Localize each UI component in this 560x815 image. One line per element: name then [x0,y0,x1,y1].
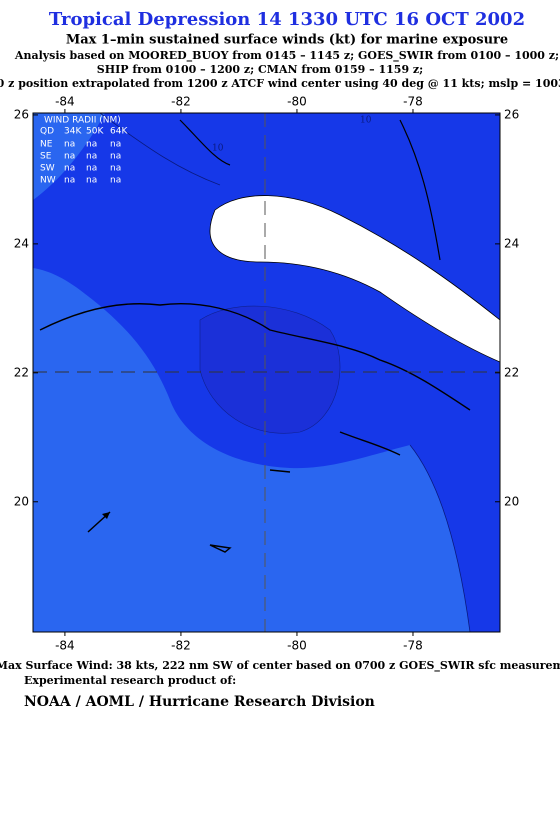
radii-header: QD [40,127,54,137]
max-wind: Max Surface Wind: 38 kts, 222 nm SW of c… [0,659,560,673]
radii-cell: na [110,152,121,162]
motion-arrow-head [102,512,110,519]
subtitle: Max 1–min sustained surface winds (kt) f… [66,33,508,48]
radii-cell: na [86,164,97,174]
lon-label: -78 [403,95,423,109]
contour-label: 10 [212,144,224,154]
lat-label: 20 [14,494,29,508]
radii-cell: na [64,140,75,150]
info-line: Analysis based on MOORED_BUOY from 0145 … [14,49,559,63]
info-line: 1330 z position extrapolated from 1200 z… [0,77,560,90]
calm-region [209,195,500,363]
radii-cell: NW [40,176,56,186]
radii-cell: na [64,152,75,162]
radii-cell: SW [40,164,55,174]
credit: Experimental research product of: [24,674,236,687]
radii-cell: na [110,140,121,150]
contour [99,113,471,632]
organization: NOAA / AOML / Hurricane Research Divisio… [24,694,375,710]
radii-cell: na [64,164,75,174]
lat-label: 24 [504,236,519,250]
radii-title: WIND RADII (NM) [44,116,121,126]
lat-label: 22 [504,365,519,379]
lat-label: 26 [504,107,519,121]
radii-header: 34K [64,127,82,137]
coastline [39,303,471,553]
lon-label: -80 [287,95,307,109]
radii-cell: na [110,176,121,186]
radii-cell: SE [40,152,52,162]
radii-cell: na [86,140,97,150]
radii-cell: na [86,176,97,186]
lat-label: 22 [14,365,29,379]
lon-label: -82 [171,95,191,109]
radii-cell: na [86,152,97,162]
radii-cell: NE [40,140,53,150]
info-line: SHIP from 0100 – 1200 z; CMAN from 0159 … [97,63,423,76]
lon-label: -78 [403,639,423,653]
title: Tropical Depression 14 1330 UTC 16 OCT 2… [49,9,525,30]
lon-label: -82 [171,639,191,653]
lat-label: 20 [504,494,519,508]
map: 10 10 -84 -84 -82 -82 -80 -80 -78 -78 26 26 24 24 22… [14,95,520,653]
radii-header: 64K [110,127,128,137]
radii-cell: na [64,176,75,186]
lon-label: -84 [55,639,75,653]
radii-header: 50K [86,127,104,137]
wind-region [33,113,105,200]
contour-label: 10 [360,116,372,126]
lat-label: 24 [14,236,29,250]
lon-label: -84 [55,95,75,109]
radii-cell: na [110,164,121,174]
lon-label: -80 [287,639,307,653]
coastline [179,119,441,261]
lat-label: 26 [14,107,29,121]
